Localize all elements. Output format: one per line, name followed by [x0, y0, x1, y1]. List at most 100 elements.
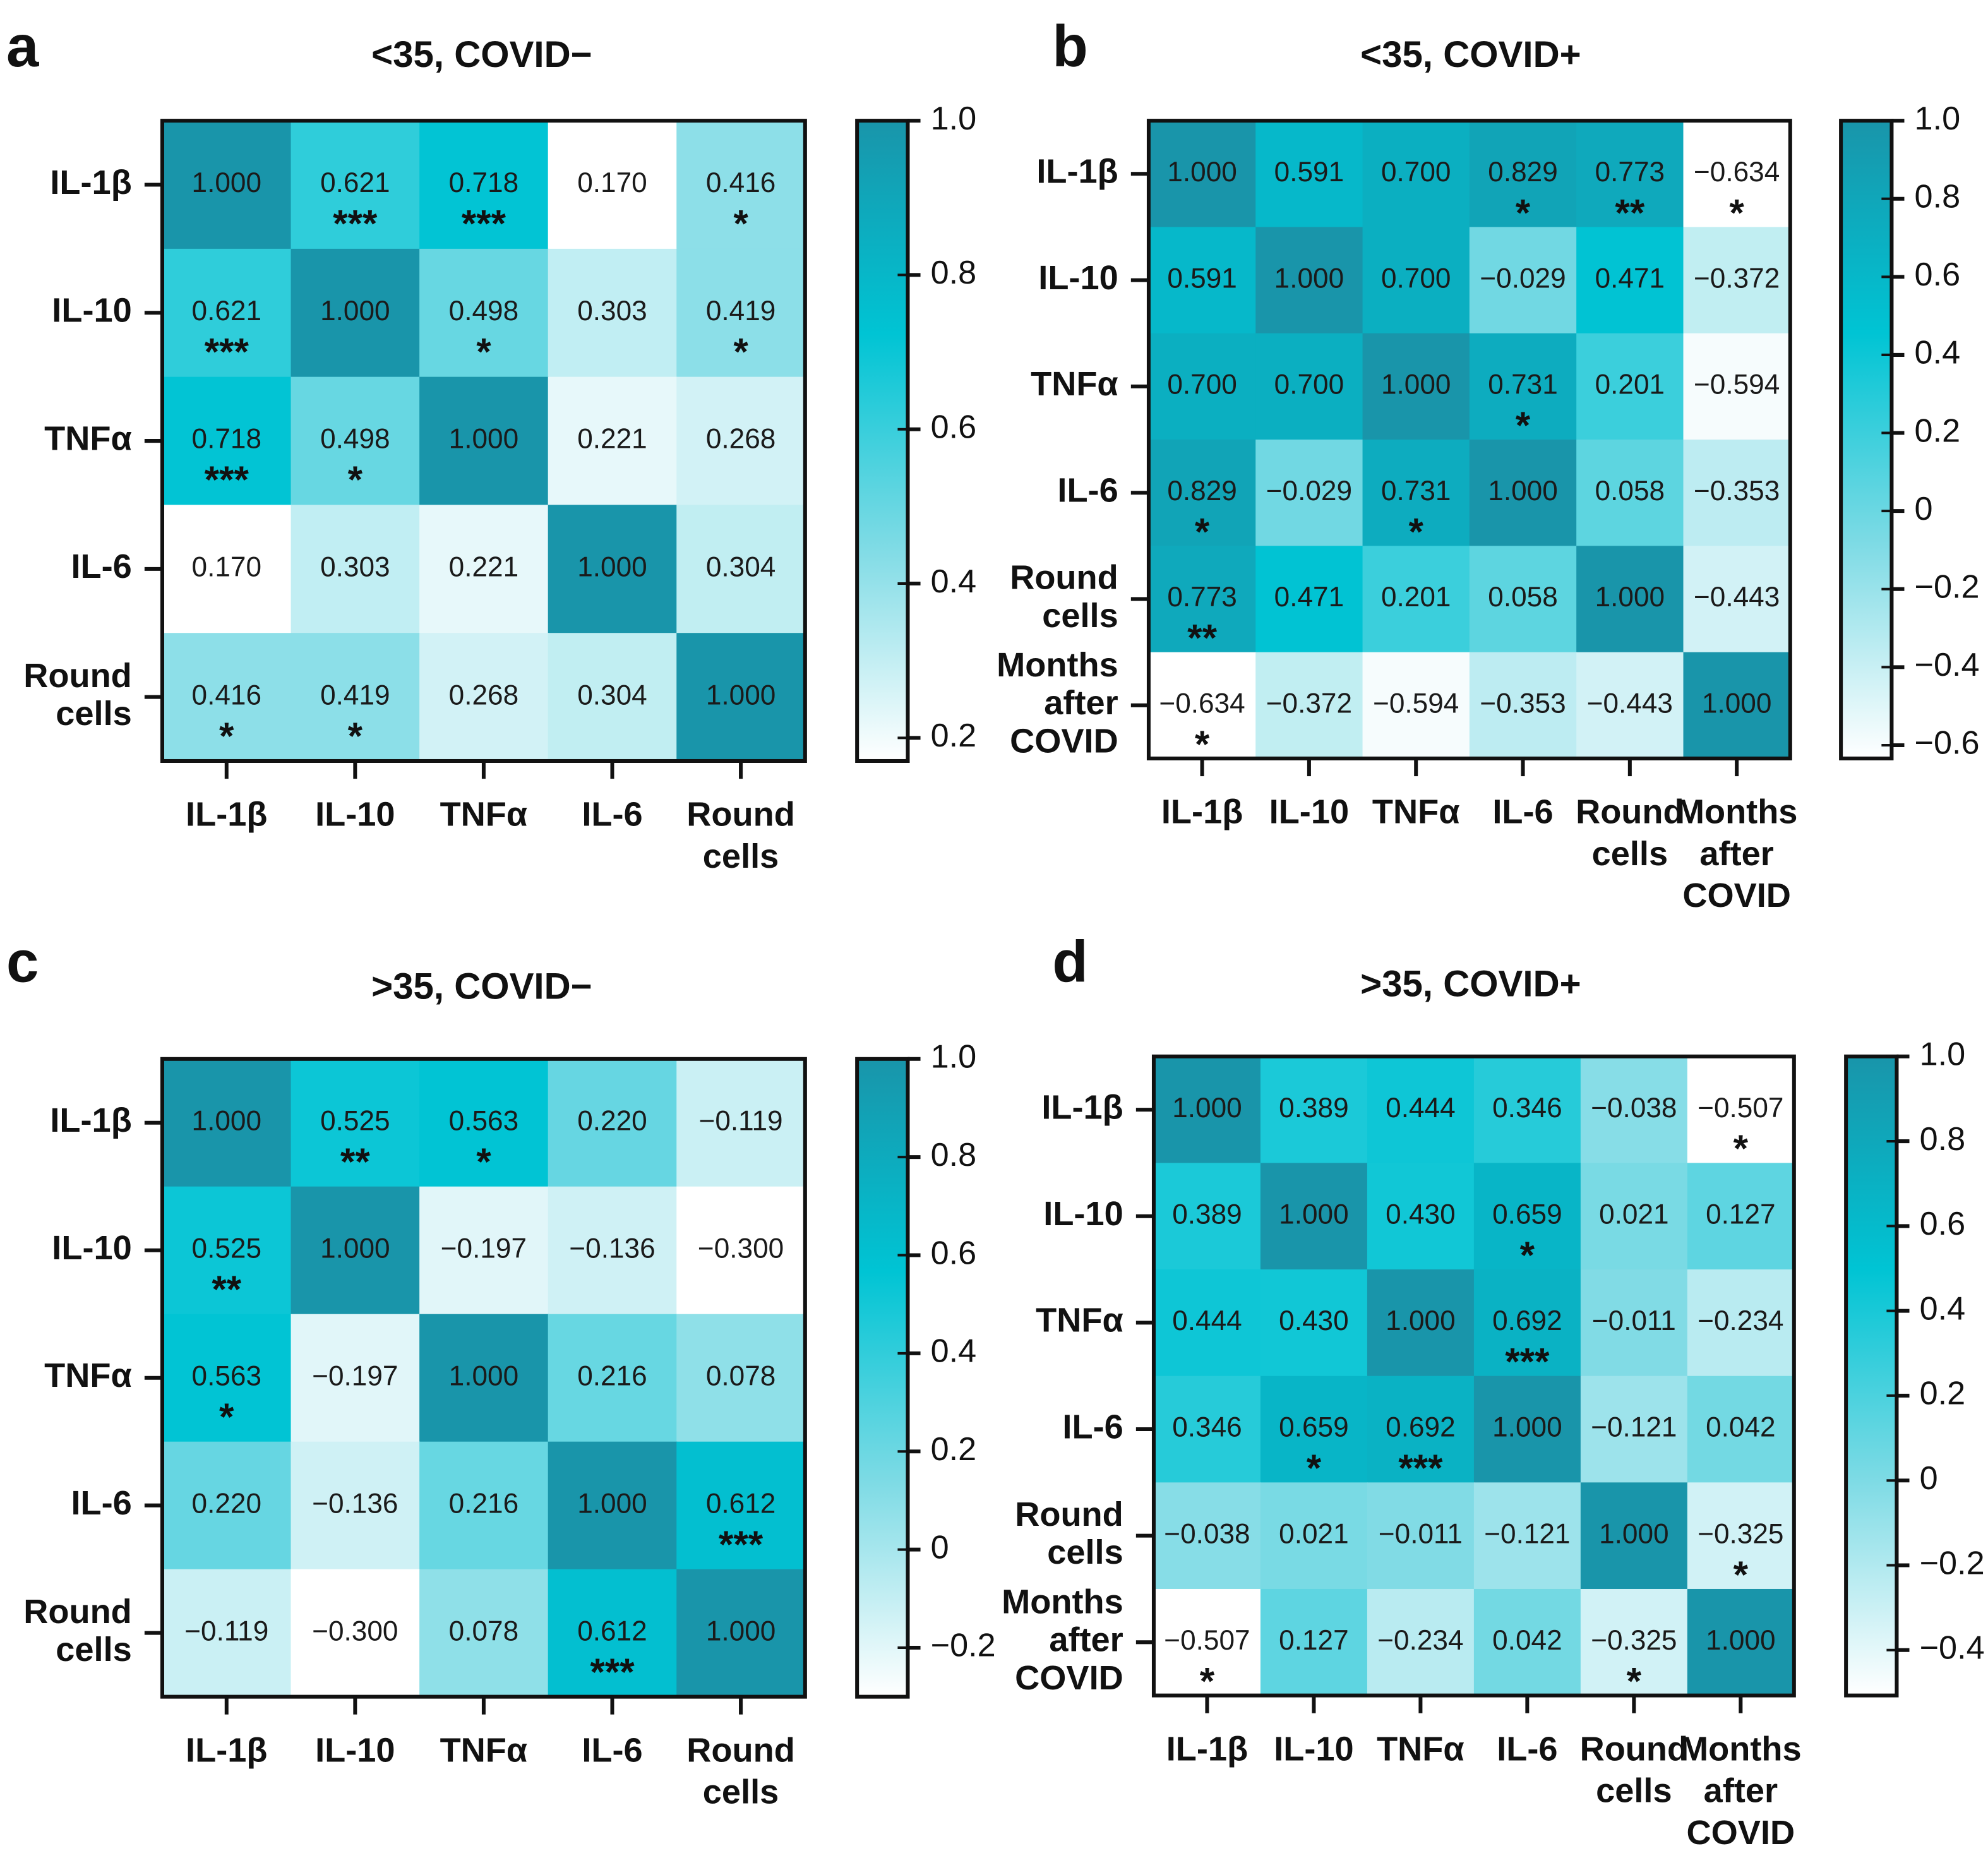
heatmap-cell	[1153, 1056, 1261, 1164]
cell-value-label: 0.621	[320, 167, 390, 198]
cell-value-label: 0.471	[1274, 582, 1344, 613]
y-axis-label: Months	[997, 646, 1118, 684]
cell-value-label: 0.021	[1279, 1518, 1349, 1549]
cell-value-label: 1.000	[320, 296, 390, 327]
y-axis-label: IL-6	[71, 548, 131, 585]
heatmap-cell	[1683, 652, 1791, 759]
colorbar-tick-label: 0	[1920, 1460, 1938, 1497]
heatmap-border	[1146, 119, 1792, 760]
significance-stars: *	[1729, 191, 1744, 234]
cell-value-label: 0.201	[1595, 369, 1665, 400]
cell-value-label: 0.021	[1599, 1199, 1669, 1230]
cell-value-label: 1.000	[577, 1488, 647, 1519]
cell-value-label: 0.591	[1167, 263, 1237, 294]
cell-value-label: 0.471	[1595, 263, 1665, 294]
cell-value-label: −0.121	[1591, 1412, 1677, 1443]
heatmap-cell	[1362, 333, 1470, 441]
cell-value-label: 1.000	[449, 424, 519, 455]
heatmap-cell	[1367, 1482, 1475, 1590]
x-axis-label: IL-1β	[1161, 793, 1243, 831]
x-axis-label: Round	[686, 796, 795, 834]
heatmap-cell	[1367, 1376, 1475, 1483]
heatmap-cell	[1148, 440, 1257, 547]
colorbar-tick-label: 0.2	[931, 1431, 977, 1468]
heatmap-cell	[548, 505, 678, 634]
heatmap-cell	[1367, 1269, 1475, 1377]
cell-value-label: 0.127	[1706, 1199, 1776, 1230]
heatmap-cell	[419, 248, 549, 378]
heatmap-cell	[1362, 546, 1470, 653]
cell-value-label: 0.127	[1279, 1625, 1349, 1656]
x-axis-label: after	[1699, 835, 1773, 873]
heatmap-cell	[548, 1186, 678, 1315]
heatmap-cell	[290, 633, 421, 762]
cell-value-label: −0.197	[312, 1360, 398, 1391]
heatmap-cell	[1255, 121, 1363, 228]
heatmap-cell	[1260, 1269, 1368, 1377]
panel-title: >35, COVID+	[1360, 964, 1581, 1005]
cell-value-label: 0.170	[192, 551, 262, 582]
y-axis-label: IL-10	[52, 1229, 131, 1267]
y-axis-label: IL-10	[1038, 259, 1118, 297]
cell-value-label: 1.000	[1279, 1199, 1349, 1230]
colorbar-tick-label: 0.8	[1920, 1121, 1966, 1158]
y-axis-label: IL-1β	[50, 1101, 131, 1139]
x-axis-label: Months	[1680, 1730, 1802, 1768]
heatmap-cell	[676, 1314, 806, 1442]
colorbar-tick-label: 0.4	[1915, 335, 1961, 371]
significance-stars: ***	[1398, 1446, 1443, 1489]
cell-value-label: 0.304	[706, 551, 775, 582]
cell-value-label: −0.234	[1377, 1625, 1463, 1656]
heatmap-cell	[419, 505, 549, 634]
cell-value-label: −0.029	[1266, 476, 1352, 506]
x-axis-label: IL-10	[315, 1731, 395, 1769]
x-axis-label: Round	[686, 1731, 795, 1769]
heatmap-cell	[1260, 1482, 1368, 1590]
x-axis-label: IL-6	[582, 1731, 642, 1769]
cell-value-label: 0.078	[706, 1360, 775, 1391]
cell-value-label: −0.507	[1698, 1093, 1783, 1124]
significance-stars: *	[476, 330, 491, 373]
heatmap-cell	[548, 1314, 678, 1442]
colorbar-tick-label: 0.6	[931, 409, 977, 446]
significance-stars: *	[348, 458, 363, 501]
x-axis-label: IL-10	[1269, 793, 1349, 831]
significance-stars: ***	[205, 330, 249, 373]
cell-value-label: 0.700	[1381, 157, 1451, 188]
y-axis-label: IL-6	[71, 1484, 131, 1522]
cell-value-label: 0.829	[1488, 157, 1558, 188]
x-axis-label: IL-6	[1492, 793, 1553, 831]
cell-value-label: 0.829	[1167, 476, 1237, 506]
heatmap-cell	[1367, 1056, 1475, 1164]
significance-stars: *	[1520, 1233, 1535, 1276]
significance-stars: **	[340, 1140, 370, 1183]
colorbar-tick-label: 1.0	[1920, 1036, 1966, 1073]
heatmap-cell	[1153, 1269, 1261, 1377]
heatmap-cell	[1683, 227, 1791, 334]
y-axis-label: TNFα	[1031, 365, 1118, 403]
cell-value-label: 0.525	[192, 1233, 262, 1264]
heatmap-cell	[548, 248, 678, 378]
colorbar-tick-label: 0.8	[931, 255, 977, 291]
cell-value-label: 0.389	[1279, 1093, 1349, 1124]
cell-value-label: 0.216	[449, 1488, 519, 1519]
cell-value-label: 0.621	[192, 296, 262, 327]
x-axis-label: cells	[1596, 1772, 1672, 1810]
heatmap-cell	[1576, 333, 1684, 441]
heatmap-cell	[290, 1058, 421, 1187]
cell-value-label: 0.700	[1274, 369, 1344, 400]
colorbar-tick-label: −0.4	[1915, 647, 1980, 683]
panel-label: d	[1052, 929, 1087, 995]
y-axis-label: IL-1β	[1036, 153, 1118, 191]
y-axis-label: IL-10	[52, 292, 131, 330]
y-axis-label: IL-1β	[50, 164, 131, 201]
heatmap-cell	[1469, 333, 1578, 441]
cell-value-label: 0.612	[706, 1488, 775, 1519]
heatmap-cell	[162, 1569, 292, 1698]
x-axis-label: TNFα	[440, 796, 528, 834]
cell-value-label: 1.000	[1702, 688, 1772, 719]
cell-value-label: 0.773	[1595, 157, 1665, 188]
significance-stars: *	[1734, 1553, 1749, 1596]
cell-value-label: 0.700	[1167, 369, 1237, 400]
heatmap-cell	[1148, 546, 1257, 653]
